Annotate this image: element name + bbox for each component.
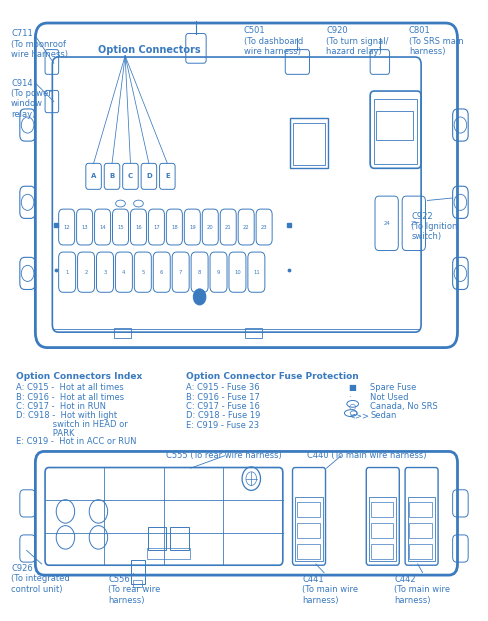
Text: 20: 20	[207, 225, 214, 230]
Bar	[245, 329, 263, 338]
Text: D: D	[146, 173, 152, 179]
Text: E: C919 -  Hot in ACC or RUN: E: C919 - Hot in ACC or RUN	[16, 437, 137, 446]
Text: 16: 16	[135, 225, 142, 230]
Text: 1: 1	[65, 270, 69, 274]
Text: C555 (To rear wire harness): C555 (To rear wire harness)	[166, 451, 282, 460]
Text: D: C918 - Fuse 19: D: C918 - Fuse 19	[186, 411, 260, 420]
Text: C442
(To main wire
harness): C442 (To main wire harness)	[394, 575, 450, 605]
Text: A: C915 -  Hot at all times: A: C915 - Hot at all times	[16, 383, 123, 392]
Bar	[133, 580, 142, 587]
Text: 8: 8	[198, 270, 201, 274]
Bar	[131, 560, 145, 584]
Text: C501
(To dashboard
wire harness): C501 (To dashboard wire harness)	[244, 26, 303, 56]
Text: C440 (To main wire harness): C440 (To main wire harness)	[307, 451, 427, 460]
Text: ○: ○	[348, 402, 356, 411]
Text: <>>: <>>	[348, 411, 369, 420]
Text: 18: 18	[171, 225, 178, 230]
Bar	[297, 543, 320, 559]
Text: 4: 4	[122, 270, 125, 274]
Text: C920
(To turn signal/
hazard relay): C920 (To turn signal/ hazard relay)	[326, 26, 389, 56]
Bar	[373, 99, 417, 164]
Text: ■: ■	[348, 383, 356, 392]
Text: B: C916 -  Hot at all times: B: C916 - Hot at all times	[16, 392, 124, 402]
Bar	[170, 527, 189, 550]
Text: C926
(To integrated
control unit): C926 (To integrated control unit)	[11, 564, 70, 594]
Bar	[147, 548, 190, 559]
Bar	[371, 543, 393, 559]
Text: 7: 7	[179, 270, 183, 274]
Text: 9: 9	[217, 270, 220, 274]
Text: 3: 3	[103, 270, 106, 274]
Text: ·: ·	[348, 392, 351, 402]
Text: 19: 19	[189, 225, 196, 230]
Text: C711
(To moonroof
wire harness): C711 (To moonroof wire harness)	[11, 29, 68, 59]
Text: 17: 17	[153, 225, 160, 230]
Text: C922
(To Ignition
switch): C922 (To Ignition switch)	[411, 212, 458, 242]
Text: Canada, No SRS: Canada, No SRS	[370, 402, 438, 411]
Text: Option Connectors Index: Option Connectors Index	[16, 373, 142, 381]
Text: Spare Fuse: Spare Fuse	[370, 383, 417, 392]
Bar	[371, 522, 393, 538]
Text: 12: 12	[63, 225, 70, 230]
Text: D: C918 -  Hot with light: D: C918 - Hot with light	[16, 411, 117, 420]
Text: 14: 14	[99, 225, 106, 230]
Text: C: C	[128, 173, 133, 179]
Text: 21: 21	[225, 225, 232, 230]
Bar	[148, 527, 166, 550]
Text: C: C917 - Fuse 16: C: C917 - Fuse 16	[186, 402, 260, 411]
Text: switch in HEAD or: switch in HEAD or	[16, 420, 128, 429]
Bar	[295, 497, 323, 561]
Text: 15: 15	[117, 225, 124, 230]
Bar	[297, 522, 320, 538]
Bar	[371, 502, 393, 517]
Bar	[369, 497, 396, 561]
Text: B: C916 - Fuse 17: B: C916 - Fuse 17	[186, 392, 260, 402]
Text: Option Connectors: Option Connectors	[99, 45, 201, 55]
Text: 2: 2	[84, 270, 88, 274]
Text: 22: 22	[243, 225, 249, 230]
Text: E: C919 - Fuse 23: E: C919 - Fuse 23	[186, 420, 259, 430]
Bar	[409, 502, 432, 517]
Text: C441
(To main wire
harness): C441 (To main wire harness)	[302, 575, 358, 605]
Text: 11: 11	[253, 270, 260, 274]
Text: 6: 6	[160, 270, 163, 274]
Text: C914
(To power
window
relay): C914 (To power window relay)	[11, 79, 52, 119]
Text: B: B	[109, 173, 115, 179]
Bar	[290, 117, 328, 168]
Bar	[409, 543, 432, 559]
Text: A: C915 - Fuse 36: A: C915 - Fuse 36	[186, 383, 260, 392]
Bar	[409, 522, 432, 538]
Text: C556
(To rear wire
harness): C556 (To rear wire harness)	[108, 575, 161, 605]
Text: 23: 23	[261, 225, 267, 230]
Bar	[293, 122, 325, 165]
Text: 13: 13	[81, 225, 88, 230]
Text: 25: 25	[410, 221, 417, 226]
Text: 5: 5	[141, 270, 144, 274]
Circle shape	[193, 289, 206, 305]
Text: C801
(To SRS main
harness): C801 (To SRS main harness)	[409, 26, 464, 56]
Text: Sedan: Sedan	[370, 411, 397, 420]
Text: PARK: PARK	[16, 428, 75, 438]
Text: 24: 24	[383, 221, 390, 226]
Text: E: E	[165, 173, 170, 179]
Text: Not Used: Not Used	[370, 392, 408, 402]
Text: 10: 10	[234, 270, 241, 274]
Text: C: C917 -  Hot in RUN: C: C917 - Hot in RUN	[16, 402, 106, 411]
Text: Option Connector Fuse Protection: Option Connector Fuse Protection	[186, 373, 359, 381]
Bar	[376, 111, 413, 140]
Bar	[297, 502, 320, 517]
Text: A: A	[91, 173, 96, 179]
Bar	[408, 497, 435, 561]
Bar	[114, 329, 131, 338]
